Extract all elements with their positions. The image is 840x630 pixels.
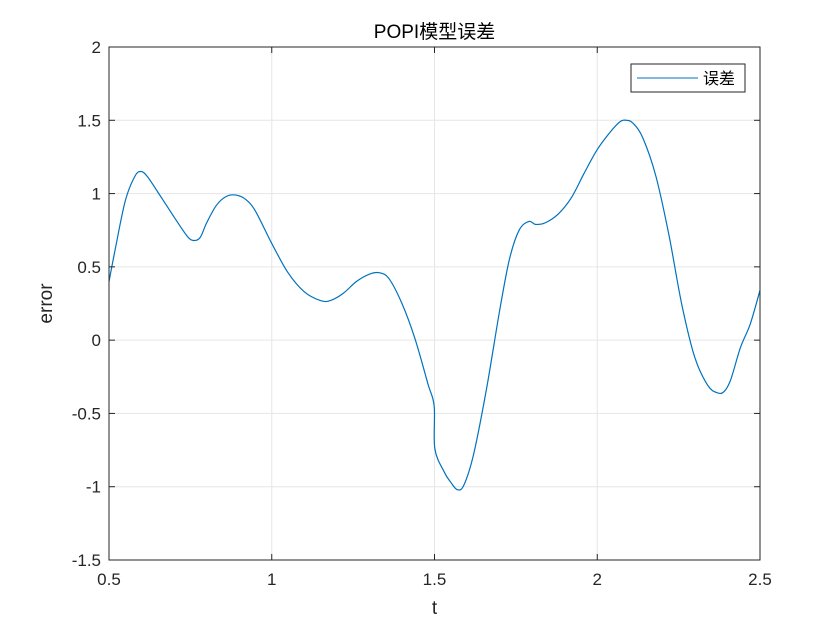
legend: 误差 — [630, 63, 746, 93]
y-tick-label: 0 — [92, 331, 101, 350]
y-tick-label: 0.5 — [77, 258, 101, 277]
series-layer — [108, 119, 761, 491]
y-tick-label: 1.5 — [77, 111, 101, 130]
y-tick-label: 2 — [92, 38, 101, 57]
x-tick-label: 2.5 — [748, 570, 772, 589]
y-tick-label: 1 — [92, 185, 101, 204]
error-series-line — [108, 119, 761, 491]
x-tick-label: 1 — [267, 570, 276, 589]
y-tick-label: -0.5 — [72, 404, 101, 423]
y-tick-label: -1.5 — [72, 551, 101, 570]
legend-label: 误差 — [703, 69, 735, 88]
x-tick-label: 2 — [593, 570, 602, 589]
ticks: 0.5 1 1.5 2 2.5 -1.5 -1 -0.5 0 0.5 1 1.5 2 — [72, 38, 772, 589]
x-tick-label: 0.5 — [97, 570, 121, 589]
grid — [109, 47, 760, 560]
y-axis-label: error — [36, 283, 57, 324]
x-tick-label: 1.5 — [423, 570, 447, 589]
x-axis-label: t — [432, 598, 438, 619]
y-tick-label: -1 — [86, 478, 101, 497]
chart-title: POPI模型误差 — [374, 21, 495, 43]
